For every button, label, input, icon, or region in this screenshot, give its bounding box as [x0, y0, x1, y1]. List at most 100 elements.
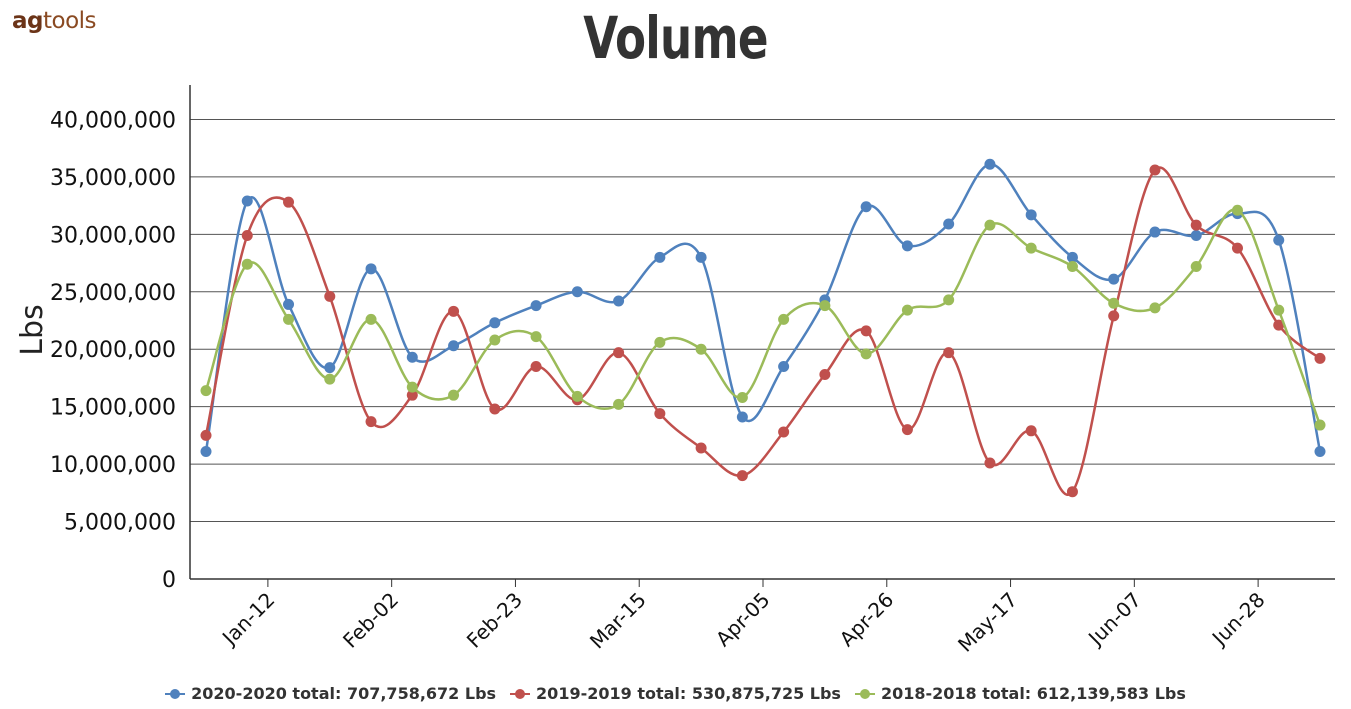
- data-point: [1273, 319, 1285, 331]
- chart-title: Volume: [583, 4, 768, 72]
- data-point: [736, 391, 748, 403]
- data-point: [283, 298, 295, 310]
- data-point: [1066, 251, 1078, 263]
- data-point: [1025, 209, 1037, 221]
- data-point: [1066, 261, 1078, 273]
- data-point: [1231, 242, 1243, 254]
- data-point: [1066, 486, 1078, 498]
- data-point: [860, 325, 872, 337]
- data-point: [1149, 164, 1161, 176]
- data-point: [283, 313, 295, 325]
- data-point: [489, 317, 501, 329]
- data-point: [1108, 310, 1120, 322]
- y-tick-label: 20,000,000: [50, 338, 176, 363]
- agtools-logo: agtools: [12, 8, 97, 34]
- data-point: [613, 398, 625, 410]
- data-point: [324, 373, 336, 385]
- data-point: [1149, 302, 1161, 314]
- legend-item[interactable]: 2018-2018 total: 612,139,583 Lbs: [854, 684, 1186, 703]
- x-tick-label: May-17: [953, 588, 1022, 657]
- data-point: [654, 251, 666, 263]
- data-point: [1314, 445, 1326, 457]
- data-point: [324, 290, 336, 302]
- legend-label: 2020-2020 total: 707,758,672 Lbs: [191, 684, 497, 703]
- legend-label: 2019-2019 total: 530,875,725 Lbs: [536, 684, 841, 703]
- data-point: [571, 286, 583, 298]
- data-point: [613, 295, 625, 307]
- legend-item[interactable]: 2019-2019 total: 530,875,725 Lbs: [510, 684, 841, 703]
- data-point: [1273, 304, 1285, 316]
- y-tick-label: 35,000,000: [50, 166, 176, 191]
- data-point: [200, 445, 212, 457]
- data-point: [654, 408, 666, 420]
- data-point: [365, 313, 377, 325]
- data-point: [406, 381, 418, 393]
- data-point: [200, 429, 212, 441]
- data-point: [530, 360, 542, 372]
- data-point: [984, 219, 996, 231]
- data-point: [819, 369, 831, 381]
- data-point: [489, 334, 501, 346]
- data-point: [365, 416, 377, 428]
- data-point: [901, 240, 913, 252]
- legend-marker-icon: [165, 688, 186, 699]
- chart-legend: 2020-2020 total: 707,758,672 Lbs 2019-201…: [0, 684, 1351, 703]
- y-tick-label: 30,000,000: [50, 223, 176, 248]
- data-point: [406, 351, 418, 363]
- data-point: [984, 158, 996, 170]
- data-point: [324, 362, 336, 374]
- x-tick-label: Apr-26: [835, 588, 899, 652]
- data-point: [1190, 219, 1202, 231]
- data-point: [778, 360, 790, 372]
- data-point: [778, 313, 790, 325]
- data-point: [613, 347, 625, 359]
- data-point: [654, 336, 666, 348]
- y-axis-label: Lbs: [15, 304, 50, 355]
- data-point: [241, 229, 253, 241]
- y-tick-label: 10,000,000: [50, 453, 176, 478]
- data-point: [489, 403, 501, 415]
- y-tick-label: 5,000,000: [64, 511, 176, 536]
- data-point: [1025, 425, 1037, 437]
- x-tick-label: Mar-15: [585, 588, 651, 654]
- y-tick-label: 15,000,000: [50, 396, 176, 421]
- data-point: [1108, 297, 1120, 309]
- data-point: [860, 201, 872, 213]
- data-point: [736, 470, 748, 482]
- x-tick-label: Jun-28: [1206, 588, 1270, 652]
- data-point: [943, 347, 955, 359]
- data-point: [943, 294, 955, 306]
- y-tick-label: 0: [162, 568, 176, 593]
- data-point: [1273, 234, 1285, 246]
- data-point: [200, 385, 212, 397]
- data-point: [406, 389, 418, 401]
- legend-marker-icon: [854, 688, 875, 699]
- data-point: [1190, 229, 1202, 241]
- legend-marker-icon: [510, 688, 531, 699]
- data-point: [778, 426, 790, 438]
- data-point: [365, 263, 377, 275]
- legend-item[interactable]: 2020-2020 total: 707,758,672 Lbs: [165, 684, 496, 703]
- data-point: [695, 343, 707, 355]
- data-point: [241, 258, 253, 270]
- data-point: [1108, 273, 1120, 285]
- data-point: [571, 390, 583, 402]
- data-point: [984, 457, 996, 469]
- x-tick-label: Apr-05: [711, 588, 775, 652]
- legend-label: 2018-2018 total: 612,139,583 Lbs: [880, 684, 1186, 703]
- data-point: [695, 251, 707, 263]
- data-point: [1314, 352, 1326, 364]
- series-line-1: [204, 166, 1321, 496]
- data-point: [530, 331, 542, 343]
- x-tick-label: Jun-07: [1082, 588, 1146, 652]
- data-point: [736, 411, 748, 423]
- data-point: [901, 424, 913, 436]
- data-point: [283, 196, 295, 208]
- y-tick-label: 25,000,000: [50, 281, 176, 306]
- data-point: [1231, 204, 1243, 216]
- data-point: [241, 195, 253, 207]
- x-tick-label: Feb-02: [338, 588, 403, 653]
- data-point: [860, 348, 872, 360]
- data-point: [695, 442, 707, 454]
